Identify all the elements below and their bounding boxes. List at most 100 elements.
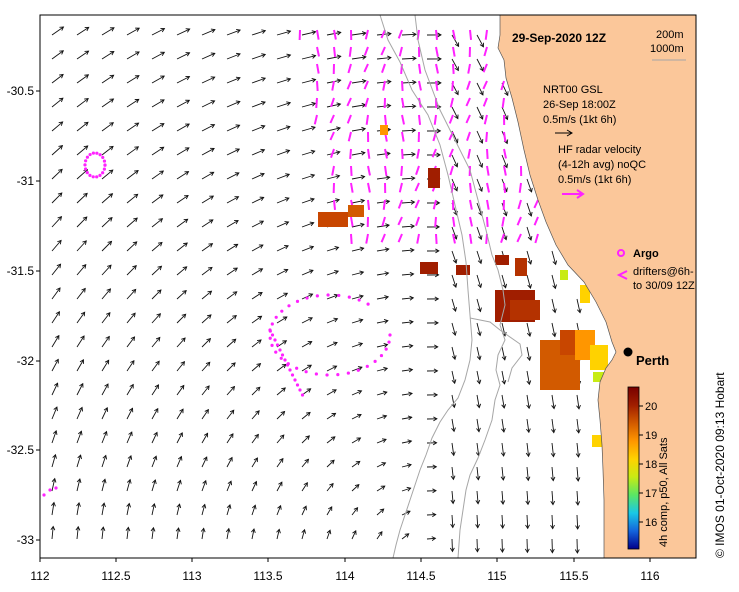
velocity-arrow: [351, 246, 365, 252]
radar-velocity-arrow: [516, 233, 522, 243]
velocity-arrow: [226, 504, 232, 516]
velocity-arrow: [351, 126, 367, 132]
velocity-arrow: [126, 502, 131, 516]
velocity-arrow: [76, 311, 86, 324]
velocity-arrow: [351, 31, 367, 36]
velocity-arrow: [401, 271, 415, 277]
velocity-arrow: [276, 268, 289, 276]
velocity-arrow: [426, 200, 441, 206]
radar-velocity-arrow: [484, 29, 488, 40]
radar-velocity-arrow: [364, 29, 369, 40]
velocity-arrow: [176, 432, 183, 444]
velocity-arrow: [526, 202, 533, 217]
radar-velocity-arrow: [315, 97, 318, 108]
radar-velocity-arrow: [365, 233, 369, 244]
velocity-arrow: [476, 298, 482, 313]
velocity-arrow: [226, 362, 236, 372]
isobath-island-contour: [469, 317, 523, 383]
radar-velocity-arrow: [534, 233, 539, 244]
velocity-arrow: [201, 503, 207, 516]
radar-velocity-arrow: [416, 148, 420, 159]
velocity-arrow: [251, 457, 258, 468]
velocity-arrow: [401, 295, 415, 301]
velocity-arrow: [51, 382, 59, 396]
velocity-arrow: [226, 385, 236, 396]
velocity-arrow: [501, 226, 508, 241]
velocity-arrow: [176, 503, 182, 516]
velocity-arrow: [176, 337, 186, 348]
velocity-arrow: [151, 384, 160, 396]
velocity-arrow: [151, 431, 158, 444]
velocity-arrow: [401, 223, 416, 229]
radar-velocity-arrow: [350, 182, 354, 193]
velocity-arrow: [51, 311, 60, 324]
velocity-arrow: [550, 490, 556, 506]
velocity-arrow: [251, 386, 261, 396]
velocity-arrow: [301, 197, 315, 204]
velocity-arrow: [150, 526, 156, 540]
velocity-arrow: [276, 53, 292, 60]
velocity-arrow: [101, 122, 114, 132]
velocity-arrow: [126, 312, 136, 324]
velocity-arrow: [251, 100, 266, 108]
radar-velocity-arrow: [452, 29, 456, 40]
velocity-arrow: [376, 55, 392, 61]
velocity-arrow: [251, 77, 267, 84]
velocity-arrow: [524, 538, 530, 554]
radar-velocity-arrow: [330, 148, 335, 158]
velocity-arrow: [476, 106, 484, 120]
velocity-arrow: [101, 193, 114, 204]
velocity-arrow: [101, 502, 106, 516]
velocity-arrow: [276, 528, 281, 540]
velocity-arrow: [575, 514, 580, 530]
drifter-track: [268, 293, 392, 377]
argo-legend-label: Argo: [633, 248, 659, 260]
gsl-legend-line2: 26-Sep 18:00Z: [543, 99, 616, 111]
velocity-arrow: [401, 247, 415, 253]
x-tick-label: 112: [30, 569, 49, 583]
velocity-arrow: [51, 501, 56, 516]
velocity-arrow: [200, 527, 206, 540]
colorbar-tick-label: 20: [645, 401, 657, 413]
velocity-arrow: [276, 316, 288, 324]
velocity-arrow: [76, 192, 88, 204]
velocity-arrow: [450, 514, 455, 529]
velocity-arrow: [51, 453, 57, 468]
velocity-arrow: [276, 221, 290, 228]
velocity-arrow: [251, 504, 257, 516]
velocity-arrow: [51, 26, 65, 36]
velocity-arrow: [276, 434, 285, 444]
radar-velocity-arrow: [363, 46, 369, 56]
radar-velocity-arrow: [467, 148, 471, 159]
velocity-arrow: [176, 266, 188, 276]
radar-velocity-arrow: [448, 114, 454, 124]
velocity-arrow: [251, 315, 263, 324]
velocity-arrow: [376, 247, 390, 252]
velocity-arrow: [51, 358, 59, 372]
velocity-arrow: [301, 435, 310, 444]
velocity-arrow: [326, 365, 338, 372]
velocity-arrow: [451, 58, 459, 72]
velocity-arrow: [526, 418, 531, 434]
radar-velocity-arrow: [333, 29, 337, 40]
velocity-arrow: [451, 274, 458, 288]
velocity-arrow: [151, 502, 157, 516]
velocity-arrow: [301, 54, 317, 60]
velocity-arrow: [376, 438, 387, 444]
velocity-arrow: [201, 52, 216, 60]
velocity-arrow: [500, 442, 506, 457]
velocity-arrow: [450, 466, 456, 481]
velocity-arrow: [176, 28, 191, 36]
velocity-arrow: [326, 436, 336, 444]
radar-velocity-arrow: [469, 29, 473, 40]
argo-marker-icon: [617, 249, 625, 257]
velocity-arrow: [575, 418, 581, 434]
gsl-scale-arrow: [555, 129, 573, 137]
drifter-tracks: [42, 151, 392, 497]
velocity-arrow: [101, 383, 109, 396]
radar-velocity-arrow: [331, 165, 335, 176]
radar-velocity-arrow: [448, 148, 454, 158]
velocity-arrow: [151, 455, 158, 468]
velocity-arrow: [451, 298, 457, 313]
land-mass: [497, 15, 696, 558]
